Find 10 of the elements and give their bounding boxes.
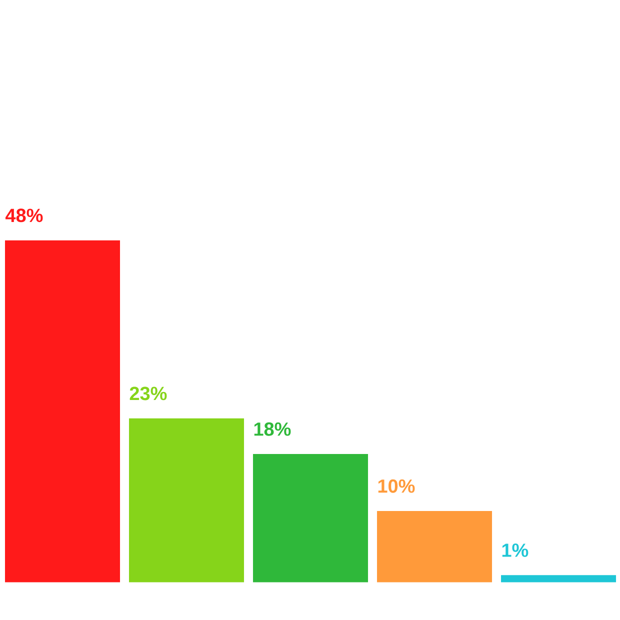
bar [5, 240, 120, 582]
data-label: 10% [378, 479, 415, 493]
bar [129, 418, 244, 582]
data-label: 1% [502, 544, 528, 557]
data-label: 23% [130, 386, 167, 400]
data-label: 48% [5, 208, 43, 222]
bar [253, 454, 368, 582]
bar [377, 511, 492, 582]
bar [501, 575, 616, 582]
data-label: 18% [254, 422, 291, 436]
